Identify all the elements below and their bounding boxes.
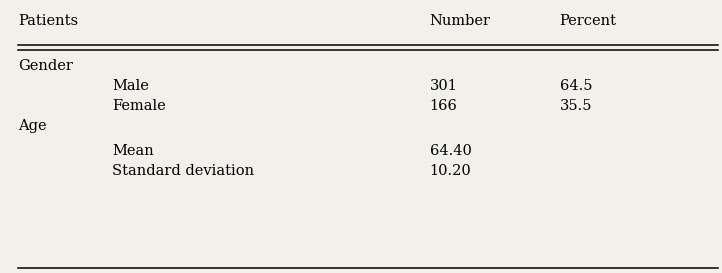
Text: Male: Male [112, 79, 149, 93]
Text: Female: Female [112, 99, 165, 113]
Text: Age: Age [18, 119, 47, 133]
Text: 64.5: 64.5 [560, 79, 592, 93]
Text: 301: 301 [430, 79, 458, 93]
Text: Gender: Gender [18, 59, 73, 73]
Text: 10.20: 10.20 [430, 164, 471, 178]
Text: Patients: Patients [18, 14, 78, 28]
Text: Mean: Mean [112, 144, 154, 158]
Text: Standard deviation: Standard deviation [112, 164, 254, 178]
Text: Percent: Percent [560, 14, 617, 28]
Text: 35.5: 35.5 [560, 99, 592, 113]
Text: 64.40: 64.40 [430, 144, 471, 158]
Text: Number: Number [430, 14, 490, 28]
Text: 166: 166 [430, 99, 458, 113]
